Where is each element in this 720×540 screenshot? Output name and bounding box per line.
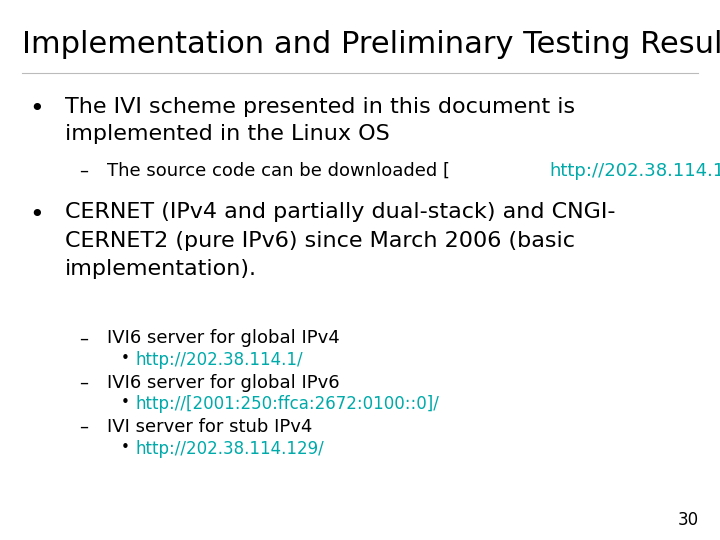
Text: http://202.38.114.1/impl/: http://202.38.114.1/impl/ [549,162,720,180]
Text: IVI6 server for global IPv4: IVI6 server for global IPv4 [107,329,339,347]
Text: CERNET2 (pure IPv6) since March 2006 (basic: CERNET2 (pure IPv6) since March 2006 (ba… [65,231,575,251]
Text: –: – [79,329,89,347]
Text: implemented in the Linux OS: implemented in the Linux OS [65,124,390,144]
Text: –: – [79,418,89,436]
Text: •: • [121,351,130,366]
Text: •: • [121,440,130,455]
Text: http://202.38.114.1/: http://202.38.114.1/ [135,351,303,369]
Text: implementation).: implementation). [65,259,257,279]
Text: IVI6 server for global IPv6: IVI6 server for global IPv6 [107,374,339,391]
Text: •: • [29,202,43,226]
Text: IVI server for stub IPv4: IVI server for stub IPv4 [107,418,312,436]
Text: 30: 30 [678,511,698,529]
Text: http://[2001:250:ffca:2672:0100::0]/: http://[2001:250:ffca:2672:0100::0]/ [135,395,439,413]
Text: The source code can be downloaded [: The source code can be downloaded [ [107,162,449,180]
Text: Implementation and Preliminary Testing Results: Implementation and Preliminary Testing R… [22,30,720,59]
Text: –: – [79,162,89,180]
Text: •: • [121,395,130,410]
Text: http://202.38.114.129/: http://202.38.114.129/ [135,440,324,457]
Text: CERNET (IPv4 and partially dual-stack) and CNGI-: CERNET (IPv4 and partially dual-stack) a… [65,202,616,222]
Text: •: • [29,97,43,121]
Text: The IVI scheme presented in this document is: The IVI scheme presented in this documen… [65,97,575,117]
Text: –: – [79,374,89,391]
